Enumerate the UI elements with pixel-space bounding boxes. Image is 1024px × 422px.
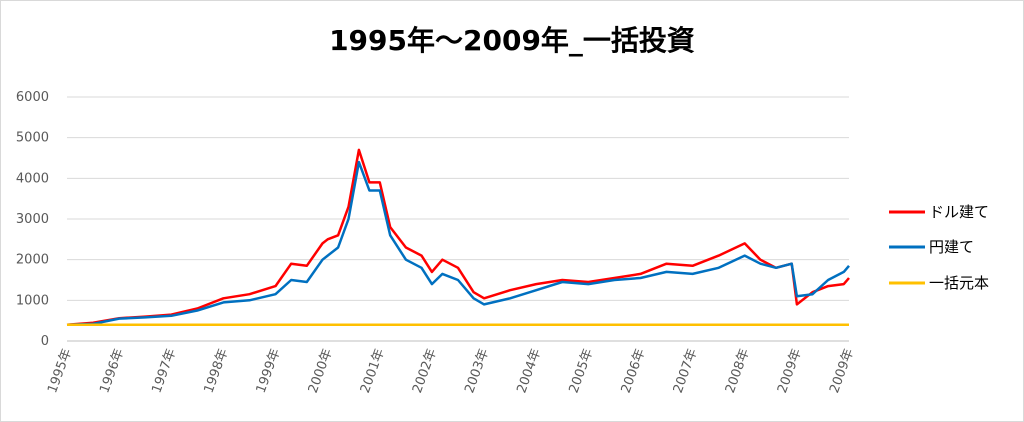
x-tick-label: 2007年 — [671, 347, 701, 395]
y-tick-label: 4000 — [16, 171, 49, 186]
x-tick-label: 2001年 — [358, 347, 388, 395]
x-tick-label: 2006年 — [619, 347, 649, 395]
x-tick-label: 2005年 — [567, 347, 597, 395]
y-tick-label: 6000 — [16, 90, 49, 105]
legend-label-1: ドル建て — [929, 203, 989, 221]
series-line-2 — [66, 160, 850, 326]
x-tick-label: 1998年 — [202, 347, 232, 395]
x-tick-label: 2002年 — [410, 347, 440, 395]
series-line-1 — [66, 148, 850, 326]
legend-label-3: 一括元本 — [929, 274, 989, 292]
x-tick-label: 1995年 — [45, 347, 75, 395]
y-tick-label: 0 — [41, 334, 49, 349]
x-tick-label: 2004年 — [514, 347, 544, 395]
x-tick-label: 2009年 — [827, 347, 857, 395]
legend-label-2: 円建て — [929, 238, 974, 256]
x-tick-label: 1999年 — [254, 347, 284, 395]
y-tick-label: 5000 — [16, 131, 49, 146]
x-tick-label: 1996年 — [97, 347, 127, 395]
y-tick-label: 2000 — [16, 253, 49, 268]
y-tick-label: 3000 — [16, 212, 49, 227]
y-tick-label: 1000 — [16, 293, 49, 308]
x-tick-label: 2003年 — [462, 347, 492, 395]
x-tick-label: 2009年 — [775, 347, 805, 395]
chart-title: 1995年～2009年_一括投資 — [329, 24, 695, 57]
x-tick-label: 2008年 — [723, 347, 753, 395]
x-tick-label: 1997年 — [149, 347, 179, 395]
x-tick-label: 2000年 — [306, 347, 336, 395]
